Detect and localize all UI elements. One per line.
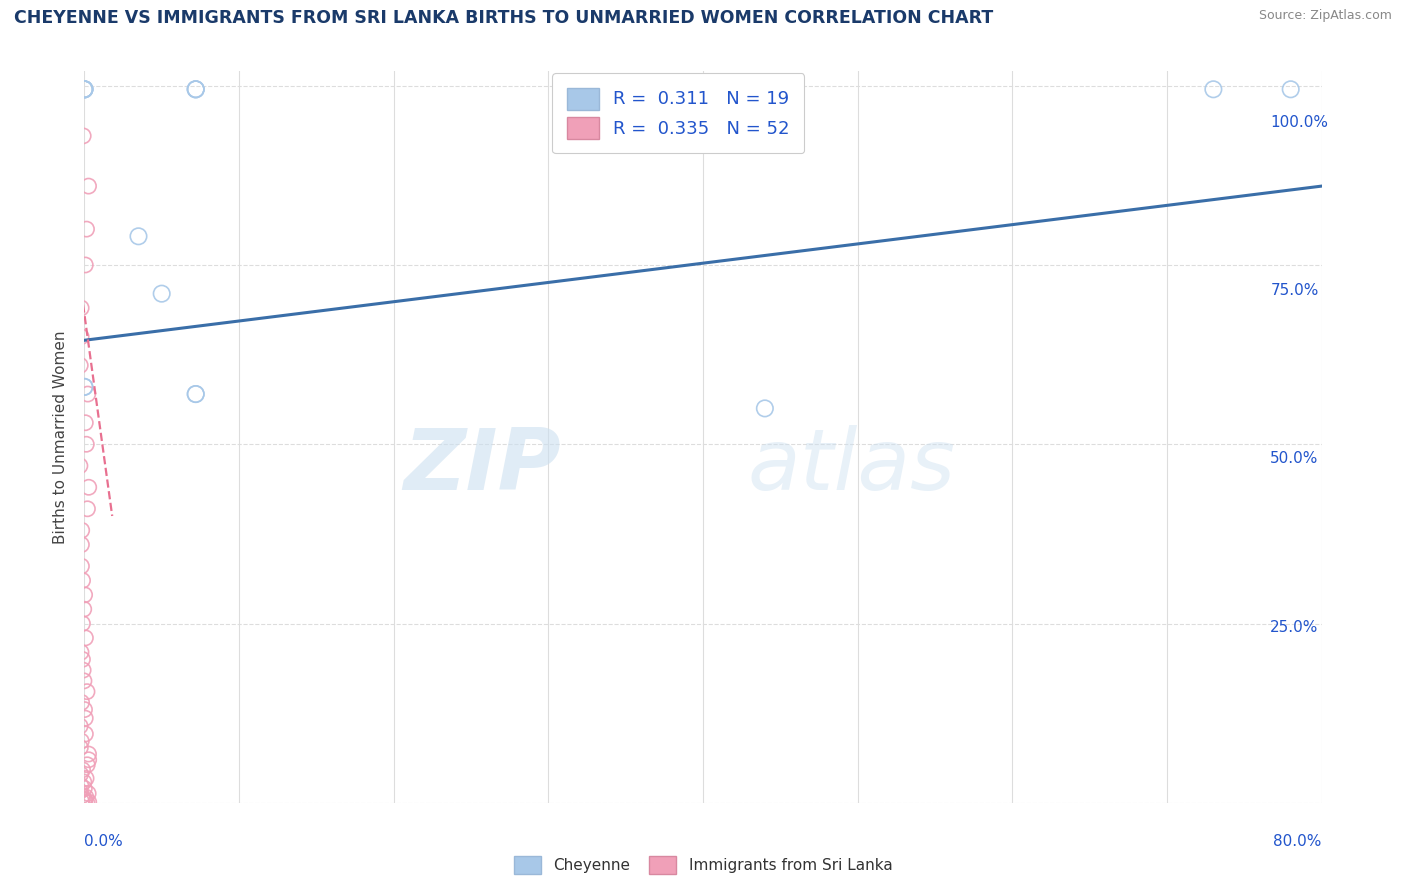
Text: CHEYENNE VS IMMIGRANTS FROM SRI LANKA BIRTHS TO UNMARRIED WOMEN CORRELATION CHAR: CHEYENNE VS IMMIGRANTS FROM SRI LANKA BI… xyxy=(14,9,993,27)
Point xyxy=(166,450,188,465)
Point xyxy=(763,417,786,431)
Point xyxy=(163,662,186,676)
Point xyxy=(166,781,188,796)
Point xyxy=(167,682,190,697)
Point xyxy=(160,776,183,790)
Point xyxy=(165,605,187,619)
Point xyxy=(162,544,184,558)
Point xyxy=(162,531,184,545)
Legend: Cheyenne, Immigrants from Sri Lanka: Cheyenne, Immigrants from Sri Lanka xyxy=(508,850,898,880)
Point xyxy=(162,692,184,706)
Point xyxy=(163,780,186,794)
Point xyxy=(655,117,678,131)
Point xyxy=(165,773,187,788)
Point xyxy=(212,255,235,269)
Point xyxy=(165,396,187,410)
Point xyxy=(263,403,285,417)
Point xyxy=(160,735,183,749)
Point xyxy=(1227,117,1250,131)
Point xyxy=(165,117,187,131)
Point xyxy=(165,117,187,131)
Point xyxy=(163,578,186,592)
Point xyxy=(163,782,186,797)
Point xyxy=(163,756,186,770)
Point xyxy=(165,591,187,606)
Point xyxy=(160,470,183,484)
Text: 80.0%: 80.0% xyxy=(1274,834,1322,849)
Point xyxy=(263,117,285,131)
Point xyxy=(166,282,188,296)
Point xyxy=(166,764,188,778)
Point xyxy=(166,430,188,444)
Point xyxy=(169,491,191,505)
Point xyxy=(167,403,190,417)
Point xyxy=(165,117,187,131)
Text: ZIP: ZIP xyxy=(437,436,595,519)
Point xyxy=(166,248,188,262)
Point xyxy=(166,632,188,646)
Legend: R =  0.311   N = 19, R =  0.335   N = 52: R = 0.311 N = 19, R = 0.335 N = 52 xyxy=(572,109,825,189)
Point xyxy=(1159,117,1181,131)
Point xyxy=(169,747,191,761)
Point xyxy=(162,785,184,799)
Point xyxy=(165,117,187,131)
Point xyxy=(163,618,186,632)
Point xyxy=(162,760,184,774)
Point xyxy=(162,322,184,336)
Point xyxy=(263,117,285,131)
Point xyxy=(165,767,187,781)
Point xyxy=(165,785,187,799)
Point xyxy=(263,117,285,131)
Point xyxy=(166,723,188,737)
Point xyxy=(165,699,187,714)
Point xyxy=(165,117,187,131)
Point xyxy=(167,751,190,765)
Point xyxy=(232,309,254,323)
Text: Source: ZipAtlas.com: Source: ZipAtlas.com xyxy=(1258,9,1392,22)
Point xyxy=(165,784,187,798)
Text: atlas: atlas xyxy=(748,436,955,519)
Point xyxy=(162,565,184,579)
Point xyxy=(162,729,184,743)
Point xyxy=(165,673,187,687)
Point xyxy=(160,376,183,391)
Point xyxy=(167,778,190,792)
Point xyxy=(163,652,186,666)
Point xyxy=(165,396,187,410)
Point xyxy=(167,510,190,524)
Point xyxy=(169,786,191,800)
Point xyxy=(160,714,183,729)
Text: 0.0%: 0.0% xyxy=(84,834,124,849)
Y-axis label: Births to Unmarried Women: Births to Unmarried Women xyxy=(53,343,69,558)
Point xyxy=(162,771,184,785)
Point xyxy=(169,741,191,756)
Point xyxy=(163,161,186,175)
Point xyxy=(167,787,190,801)
Point xyxy=(166,707,188,722)
Point xyxy=(162,645,184,659)
Point xyxy=(162,349,184,363)
Point xyxy=(263,403,285,417)
Point xyxy=(169,208,191,222)
